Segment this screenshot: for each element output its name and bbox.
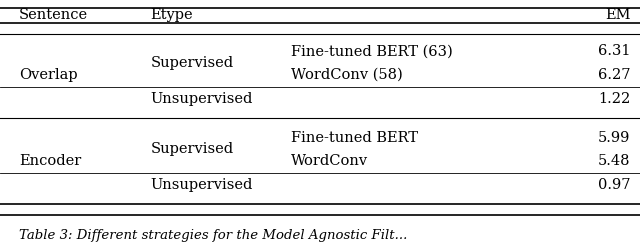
Text: Fine-tuned BERT: Fine-tuned BERT [291,130,418,144]
Text: 5.99: 5.99 [598,130,630,144]
Text: Etype: Etype [150,8,193,22]
Text: 5.48: 5.48 [598,154,630,168]
Text: Supervised: Supervised [150,142,234,156]
Text: Unsupervised: Unsupervised [150,92,253,106]
Text: 6.31: 6.31 [598,44,630,58]
Text: 6.27: 6.27 [598,68,630,82]
Text: Unsupervised: Unsupervised [150,178,253,192]
Text: WordConv: WordConv [291,154,369,168]
Text: 0.97: 0.97 [598,178,630,192]
Text: Table 3: Different strategies for the Model Agnostic Filt...: Table 3: Different strategies for the Mo… [19,229,408,242]
Text: Encoder: Encoder [19,154,81,168]
Text: 1.22: 1.22 [598,92,630,106]
Text: WordConv (58): WordConv (58) [291,68,403,82]
Text: Overlap: Overlap [19,68,78,82]
Text: Supervised: Supervised [150,56,234,70]
Text: Fine-tuned BERT (63): Fine-tuned BERT (63) [291,44,453,58]
Text: EM: EM [605,8,630,22]
Text: Sentence: Sentence [19,8,88,22]
